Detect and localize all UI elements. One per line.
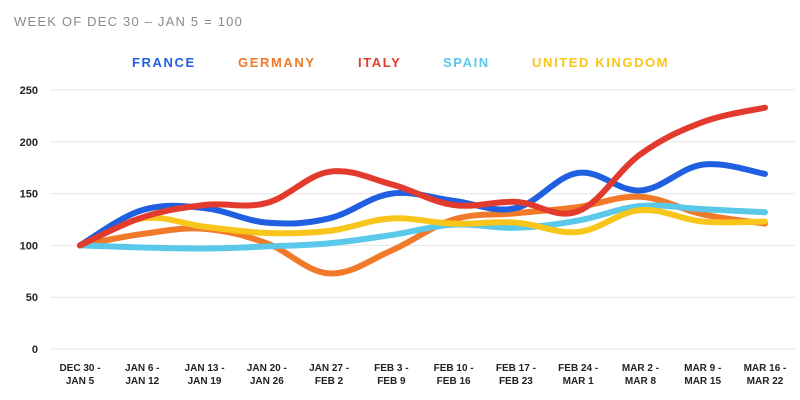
y-tick-label: 50: [26, 292, 38, 304]
legend-item-united-kingdom: UNITED KINGDOM: [532, 55, 669, 70]
x-tick-label: MAR 16 -MAR 22: [744, 363, 787, 387]
legend-item-spain: SPAIN: [443, 55, 490, 70]
x-axis-ticks: DEC 30 -JAN 5 JAN 6 -JAN 12 JAN 13 -JAN 19…: [59, 363, 786, 387]
y-tick-label: 250: [20, 85, 38, 97]
y-tick-label: 150: [20, 189, 38, 201]
series-line-italy: [77, 104, 768, 249]
series-line-united-kingdom: [77, 207, 768, 249]
y-tick-label: 0: [32, 344, 38, 356]
x-tick-label: JAN 13 -JAN 19: [185, 363, 225, 387]
y-tick-label: 200: [20, 137, 38, 149]
x-tick-label: FEB 10 -FEB 16: [434, 363, 474, 387]
x-tick-label: FEB 17 -FEB 23: [496, 363, 536, 387]
x-tick-label: MAR 9 -MAR 15: [684, 363, 721, 387]
x-tick-label: MAR 2 -MAR 8: [622, 363, 659, 387]
x-tick-label: JAN 20 -JAN 26: [247, 363, 287, 387]
series-line-spain: [77, 202, 768, 252]
series-lines: [77, 104, 768, 277]
y-tick-label: 100: [20, 240, 38, 252]
legend: FRANCE GERMANY ITALY SPAIN UNITED KINGDOM: [132, 55, 669, 70]
legend-item-germany: GERMANY: [238, 55, 316, 70]
legend-item-italy: ITALY: [358, 55, 401, 70]
x-tick-label: JAN 6 -JAN 12: [125, 363, 160, 387]
x-tick-label: DEC 30 -JAN 5: [59, 363, 100, 387]
x-tick-label: FEB 24 -MAR 1: [558, 363, 598, 387]
legend-item-france: FRANCE: [132, 55, 196, 70]
x-tick-label: FEB 3 -FEB 9: [374, 363, 408, 387]
y-axis-ticks: 0 50 100 150 200 250: [20, 85, 38, 356]
chart-subtitle: WEEK OF DEC 30 – JAN 5 = 100: [14, 14, 244, 29]
x-tick-label: JAN 27 -FEB 2: [309, 363, 349, 387]
